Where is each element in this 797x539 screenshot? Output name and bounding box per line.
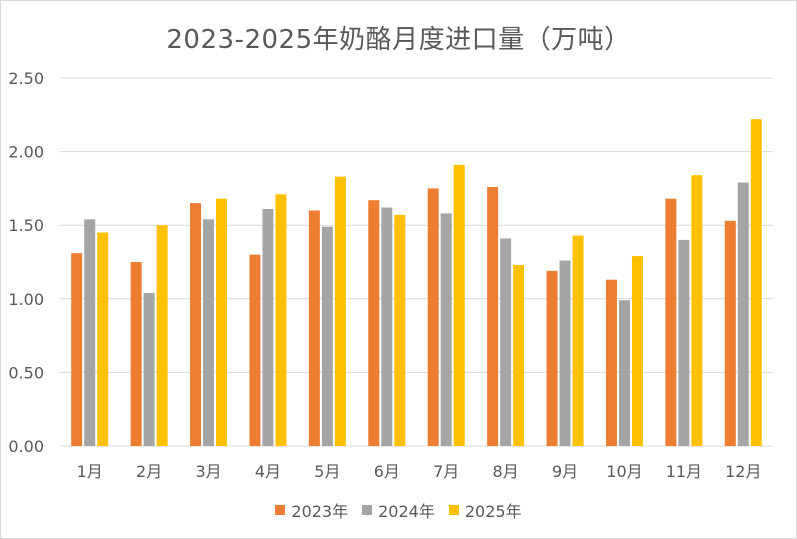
bar [487,186,499,447]
bar [275,194,287,446]
bar [750,119,762,446]
bar [440,213,452,446]
x-tick-label: 7月 [433,462,459,481]
bar [678,239,690,446]
legend-swatch [448,505,459,515]
legend-label: 2025年 [464,502,522,521]
y-tick-label: 0.00 [8,437,44,456]
bar [453,164,465,446]
y-tick-label: 2.50 [8,69,44,88]
x-tick-label: 4月 [255,462,281,481]
bar [130,262,142,446]
legend-label: 2023年 [291,502,349,521]
y-tick-label: 1.50 [8,216,44,235]
x-tick-label: 9月 [552,462,578,481]
x-tick-label: 8月 [493,462,519,481]
bar [156,225,168,446]
x-tick-label: 3月 [195,462,221,481]
x-tick-label: 10月 [606,462,642,481]
bar [381,207,393,446]
bar [691,175,703,447]
bar [631,256,643,446]
bar [203,219,215,446]
x-tick-label: 12月 [725,462,761,481]
bar [546,270,558,446]
legend-swatch [275,505,286,515]
legend-item: 2024年 [362,498,435,522]
bar [618,300,630,446]
legend-item: 2025年 [448,498,522,522]
bar [513,264,525,446]
bar [143,292,155,446]
x-tick-label: 1月 [77,462,103,481]
y-tick-label: 2.00 [8,143,44,162]
legend: 2023年 2024年 2025年 [1,498,796,522]
y-tick-label: 0.50 [8,363,44,382]
bar [97,232,109,446]
bar [737,182,749,446]
bar [500,238,512,446]
legend-label: 2024年 [378,502,435,521]
legend-item: 2023年 [275,498,348,522]
bar [605,279,617,446]
bar [216,198,228,446]
bar [559,260,571,446]
x-tick-label: 6月 [374,462,400,481]
bar [190,203,202,446]
chart-title: 2023-2025年奶酪月度进口量（万吨） [166,25,631,55]
legend-swatch [362,505,373,515]
x-tick-label: 2月 [136,462,162,481]
bar [334,176,346,446]
bar [84,219,96,446]
bar [71,253,83,446]
bar [308,210,320,446]
bar [427,188,439,446]
bar [394,214,406,446]
bar [368,200,380,446]
bar [262,209,274,446]
x-tick-label: 11月 [666,462,702,481]
bar [665,198,677,446]
bar [249,254,261,446]
bar [724,220,736,446]
bar [572,235,584,446]
x-tick-label: 5月 [314,462,340,481]
bar [321,226,333,446]
y-tick-label: 1.00 [8,290,44,309]
